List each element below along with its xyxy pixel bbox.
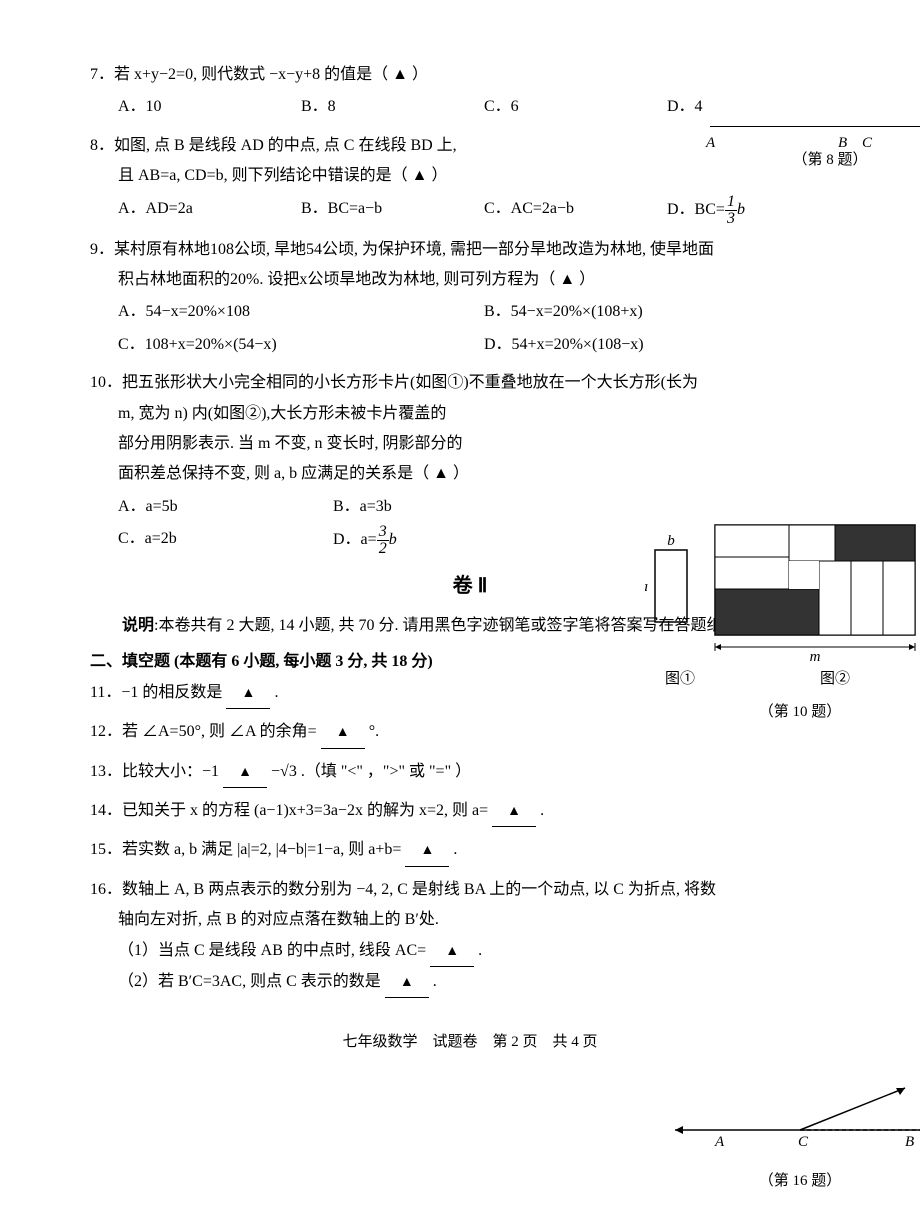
q15-end: .: [453, 841, 457, 858]
q10-opt-a: A．a=5b: [118, 492, 333, 522]
q16-sub1-pre: （1）当点 C 是线段 AB 的中点时, 线段 AC=: [118, 942, 426, 959]
fig16-pt-c: C: [798, 1134, 809, 1150]
q16-sub1-end: .: [478, 942, 482, 959]
q10-opt-b: B．a=3b: [333, 492, 548, 522]
fig8-caption: （第 8 题）: [710, 146, 920, 175]
q10-opt-d-num: 3: [377, 524, 389, 541]
q9-options: A．54−x=20%×108 B．54−x=20%×(108+x) C．108+…: [90, 295, 850, 360]
q8-opt-d-den: 3: [725, 211, 737, 227]
question-13: 13．比较大小：−1 ▲ −√3 .（填 "<" ，">" 或 "=" ）: [90, 757, 850, 788]
q12-end: °.: [369, 723, 379, 740]
q9-opt-b: B．54−x=20%×(108+x): [484, 297, 850, 327]
q8-opt-d-post: b: [737, 201, 745, 218]
q16-line1: 16．数轴上 A, B 两点表示的数分别为 −4, 2, C 是射线 BA 上的…: [90, 875, 850, 905]
q8-options: A．AD=2a B．BC=a−b C．AC=2a−b D．BC=13b: [90, 194, 850, 227]
q9-line2: 积占林地面积的20%. 设把x公顷旱地改为林地, 则可列方程为（ ▲ ）: [90, 265, 850, 295]
q7-opt-d: D．4: [667, 92, 850, 122]
fig8-pt-c: C: [862, 129, 872, 158]
q7-options: A．10 B．8 C．6 D．4: [90, 92, 850, 122]
q16-sub2-blank: ▲: [400, 975, 414, 990]
q10-line3: 部分用阴影表示. 当 m 不变, n 变长时, 阴影部分的: [90, 429, 548, 459]
fig16-caption: （第 16 题）: [670, 1167, 920, 1196]
fig8-pt-b: B: [838, 129, 847, 158]
question-7: 7．若 x+y−2=0, 则代数式 −x−y+8 的值是（ ▲ ） A．10 B…: [90, 60, 850, 123]
q12-blank: ▲: [336, 725, 350, 740]
q12-text: 12．若 ∠A=50°, 则 ∠A 的余角=: [90, 723, 317, 740]
q9-opt-d: D．54+x=20%×(108−x): [484, 330, 850, 360]
fig10-label-a: a: [645, 579, 648, 595]
figure-q8: A B C D （第 8 题）: [710, 126, 920, 175]
fig10-label-m: m: [810, 649, 821, 665]
page-footer: 七年级数学 试题卷 第 2 页 共 4 页: [90, 1028, 850, 1057]
fig10-label-2: 图②: [715, 665, 920, 694]
figure-q10: b a m: [645, 515, 920, 726]
q10-opt-d-den: 2: [377, 541, 389, 557]
q16-line2: 轴向左对折, 点 B 的对应点落在数轴上的 B′处.: [90, 905, 850, 935]
q11-blank: ▲: [242, 686, 256, 701]
q14-blank: ▲: [507, 804, 521, 819]
q8-opt-d: D．BC=13b: [667, 194, 850, 227]
q9-opt-a: A．54−x=20%×108: [118, 297, 484, 327]
q13-mid: −√3 .（填 "<" ，">" 或 "=" ）: [271, 763, 471, 780]
q10-options: A．a=5b B．a=3b C．a=2b D．a=32b: [90, 490, 548, 557]
q10-opt-d-post: b: [389, 531, 397, 548]
fig10-label-1: 图①: [645, 665, 715, 694]
q15-text: 15．若实数 a, b 满足 |a|=2, |4−b|=1−a, 则 a+b=: [90, 841, 401, 858]
q16-sub1: （1）当点 C 是线段 AB 的中点时, 线段 AC= ▲ .: [90, 936, 850, 967]
fig16-pt-a: A: [714, 1134, 725, 1150]
q8-opt-d-num: 1: [725, 194, 737, 211]
q7-opt-a: A．10: [118, 92, 301, 122]
question-15: 15．若实数 a, b 满足 |a|=2, |4−b|=1−a, 则 a+b= …: [90, 835, 850, 866]
q9-line1: 9．某村原有林地108公顷, 旱地54公顷, 为保护环境, 需把一部分旱地改造为…: [90, 235, 850, 265]
q11-text: 11．−1 的相反数是: [90, 684, 222, 701]
q7-opt-b: B．8: [301, 92, 484, 122]
q13-blank: ▲: [238, 765, 252, 780]
q16-sub2: （2）若 B′C=3AC, 则点 C 表示的数是 ▲ .: [90, 967, 850, 998]
fig10-caption: （第 10 题）: [645, 698, 920, 727]
figure-q16: A C B （第 16 题）: [670, 1080, 920, 1196]
q13-text: 13．比较大小：−1: [90, 763, 219, 780]
question-9: 9．某村原有林地108公顷, 旱地54公顷, 为保护环境, 需把一部分旱地改造为…: [90, 235, 850, 361]
q8-opt-a: A．AD=2a: [118, 194, 301, 227]
q10-line4: 面积差总保持不变, 则 a, b 应满足的关系是（ ▲ ）: [90, 459, 548, 489]
q16-sub1-blank: ▲: [445, 944, 459, 959]
q8-opt-d-pre: D．BC=: [667, 201, 725, 218]
q10-opt-d: D．a=32b: [333, 524, 548, 557]
q8-opt-c: C．AC=2a−b: [484, 194, 667, 227]
q10-opt-d-pre: D．a=: [333, 531, 377, 548]
fig16-pt-b: B: [905, 1134, 914, 1150]
q11-end: .: [274, 684, 278, 701]
q14-end: .: [540, 802, 544, 819]
question-16: 16．数轴上 A, B 两点表示的数分别为 −4, 2, C 是射线 BA 上的…: [90, 875, 850, 999]
fig10-label-b: b: [667, 533, 675, 549]
q7-text: 7．若 x+y−2=0, 则代数式 −x−y+8 的值是（ ▲ ）: [90, 60, 850, 90]
question-14: 14．已知关于 x 的方程 (a−1)x+3=3a−2x 的解为 x=2, 则 …: [90, 796, 850, 827]
q10-line1: 10．把五张形状大小完全相同的小长方形卡片(如图①)不重叠地放在一个大长方形(长…: [90, 368, 850, 398]
q15-blank: ▲: [420, 843, 434, 858]
q10-opt-c: C．a=2b: [118, 524, 333, 557]
q16-sub2-end: .: [433, 973, 437, 990]
q7-opt-c: C．6: [484, 92, 667, 122]
q14-text: 14．已知关于 x 的方程 (a−1)x+3=3a−2x 的解为 x=2, 则 …: [90, 802, 488, 819]
q9-opt-c: C．108+x=20%×(54−x): [118, 330, 484, 360]
q10-line2: m, 宽为 n) 内(如图②),大长方形未被卡片覆盖的: [90, 399, 548, 429]
q8-opt-b: B．BC=a−b: [301, 194, 484, 227]
q16-sub2-pre: （2）若 B′C=3AC, 则点 C 表示的数是: [118, 973, 381, 990]
fig8-pt-a: A: [706, 129, 715, 158]
